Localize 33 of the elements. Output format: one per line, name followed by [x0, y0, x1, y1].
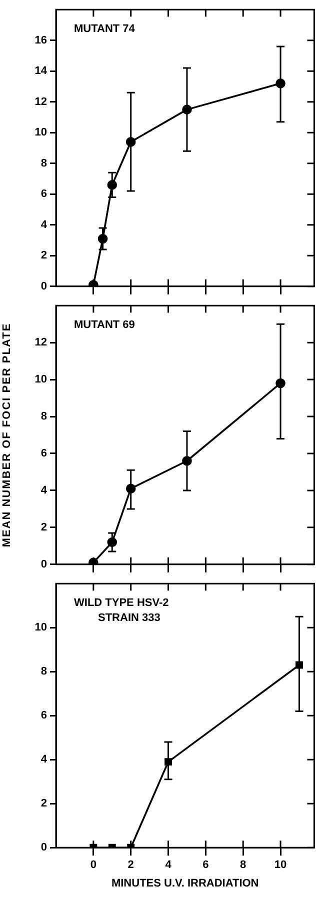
x-tick-label: 8	[240, 859, 246, 872]
x-axis-title: MINUTES U.V. IRRADIATION	[111, 877, 259, 890]
x-tick-label: 6	[202, 859, 209, 872]
y-tick-label: 8	[40, 157, 47, 170]
y-tick-label: 4	[40, 218, 48, 231]
y-tick-label: 6	[40, 710, 47, 722]
y-tick-label: 10	[34, 126, 47, 139]
y-tick-label: 6	[40, 448, 47, 460]
x-tick-label: 0	[90, 859, 96, 872]
y-tick-label: 10	[34, 622, 47, 634]
y-tick-label: 12	[34, 336, 47, 349]
y-tick-label: 2	[40, 798, 47, 810]
y-tick-label: 4	[40, 484, 48, 496]
y-tick-label: 4	[40, 754, 48, 766]
y-tick-label: 2	[40, 521, 47, 534]
y-tick-label: 16	[34, 34, 47, 46]
y-tick-label: 2	[40, 250, 47, 262]
y-tick-label: 8	[40, 410, 47, 423]
y-tick-label: 8	[40, 666, 47, 678]
y-tick-label: 10	[34, 374, 47, 386]
y-tick-label: 12	[34, 96, 47, 108]
annotation: MUTANT 69	[74, 319, 135, 332]
y-tick-label: 0	[40, 280, 47, 292]
y-tick-label: 0	[40, 842, 47, 854]
y-tick-label: 0	[40, 558, 47, 570]
annotation: WILD TYPE HSV-2 STRAIN 333	[74, 597, 169, 624]
y-axis-title: MEAN NUMBER OF FOCI PER PLATE	[1, 322, 14, 548]
x-tick-label: 4	[165, 859, 172, 872]
annotation: MUTANT 74	[74, 23, 136, 36]
y-tick-label: 6	[40, 188, 47, 200]
y-tick-label: 14	[34, 65, 48, 78]
x-tick-label: 10	[274, 859, 287, 872]
x-tick-label: 2	[128, 859, 134, 872]
